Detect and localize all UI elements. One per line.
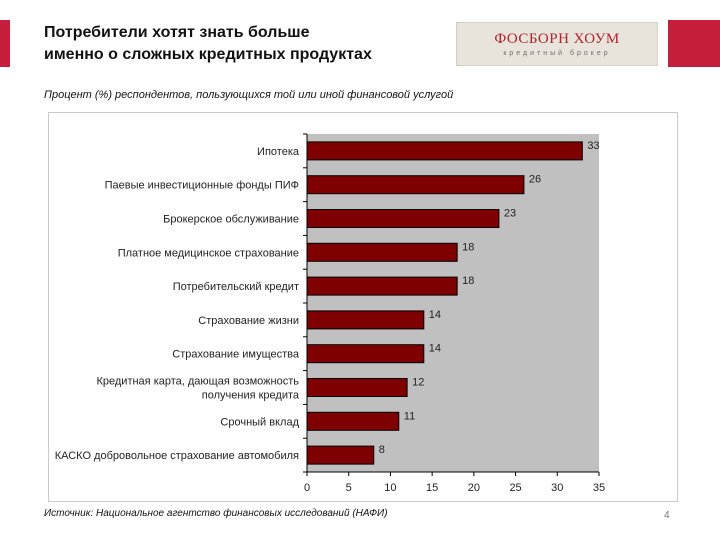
category-label: Кредитная карта, дающая возможность получ… <box>96 376 299 402</box>
page-number: 4 <box>664 510 670 521</box>
x-tick-label: 30 <box>551 482 563 494</box>
chart-subtitle: Процент (%) респондентов, пользующихся т… <box>44 89 454 101</box>
data-label: 33 <box>587 140 599 152</box>
x-tick-label: 0 <box>304 482 310 494</box>
slide-title-line-1: Потребители хотят знать больше <box>44 24 310 41</box>
bar <box>306 445 375 465</box>
logo-brand-name: ФОСБОРН ХОУМ <box>494 31 620 47</box>
chart-frame: 0 5 10 15 20 25 30 35 33 Ипотека 26 Паевые инвестиц… <box>48 112 678 502</box>
bar-chart: 0 5 10 15 20 25 30 35 33 Ипотека 26 Паевые инвестиц… <box>55 133 605 494</box>
category-label: Срочный вклад <box>220 416 299 428</box>
data-label: 18 <box>462 241 474 253</box>
category-label: Брокерское обслуживание <box>163 214 299 226</box>
x-tick-label: 10 <box>384 482 396 494</box>
bar <box>306 411 400 431</box>
data-label: 23 <box>504 208 516 220</box>
data-label: 18 <box>462 275 474 287</box>
bar <box>306 344 425 364</box>
data-label: 14 <box>429 309 441 321</box>
company-logo: ФОСБОРН ХОУМ кредитный брокер <box>456 22 658 66</box>
bar <box>306 378 408 397</box>
category-label: Платное медицинское страхование <box>118 247 299 259</box>
accent-bar-right <box>668 20 720 67</box>
x-tick-label: 15 <box>426 482 438 494</box>
x-tick-label: 20 <box>468 482 480 494</box>
category-label: Страхование имущества <box>172 349 300 361</box>
category-label: Ипотека <box>257 146 300 158</box>
slide-title: Потребители хотят знать больше именно о … <box>44 22 444 66</box>
data-label: 12 <box>412 377 424 389</box>
x-tick-label: 35 <box>593 482 605 494</box>
bar <box>306 242 458 262</box>
category-label: КАСКО добровольное страхование автомобил… <box>55 450 299 462</box>
category-label: Потребительский кредит <box>173 281 299 293</box>
logo-tagline: кредитный брокер <box>503 50 611 57</box>
bar <box>306 276 458 296</box>
accent-bar-left <box>0 20 10 67</box>
data-label: 26 <box>529 174 541 186</box>
x-tick-label: 25 <box>509 482 521 494</box>
bar <box>306 209 500 228</box>
bar <box>306 310 425 330</box>
data-label: 8 <box>379 444 385 456</box>
bar <box>306 141 583 161</box>
x-tick-label: 5 <box>346 482 352 494</box>
category-label: Паевые инвестиционные фонды ПИФ <box>105 180 299 192</box>
data-label: 11 <box>404 410 415 422</box>
category-label: Страхование жизни <box>198 315 299 327</box>
data-label: 14 <box>429 343 441 355</box>
slide-title-line-2: именно о сложных кредитных продуктах <box>44 46 372 63</box>
source-note: Источник: Национальное агентство финансо… <box>44 508 388 519</box>
bar <box>306 175 525 195</box>
